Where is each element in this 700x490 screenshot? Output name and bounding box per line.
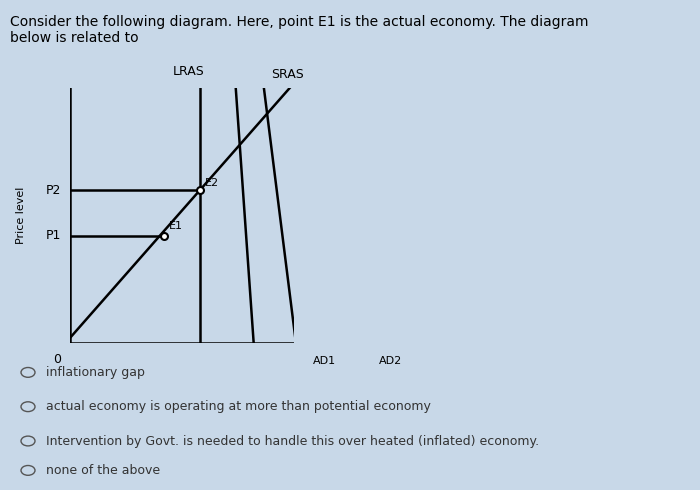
Text: inflationary gap: inflationary gap [46,366,144,379]
Text: E1: E1 [169,221,183,231]
Text: P1: P1 [46,229,61,243]
Text: 0: 0 [53,353,61,366]
Text: Price level: Price level [15,187,26,245]
Text: LRAS: LRAS [173,65,204,78]
Text: P2: P2 [46,184,61,196]
Text: Intervention by Govt. is needed to handle this over heated (inflated) economy.: Intervention by Govt. is needed to handl… [46,435,538,447]
Text: SRAS: SRAS [272,68,304,80]
Text: none of the above: none of the above [46,464,160,477]
Text: Consider the following diagram. Here, point E1 is the actual economy. The diagra: Consider the following diagram. Here, po… [10,15,589,45]
Text: actual economy is operating at more than potential economy: actual economy is operating at more than… [46,400,431,413]
Text: E2: E2 [204,177,218,188]
Text: AD1: AD1 [314,356,337,366]
Text: AD2: AD2 [379,356,402,366]
